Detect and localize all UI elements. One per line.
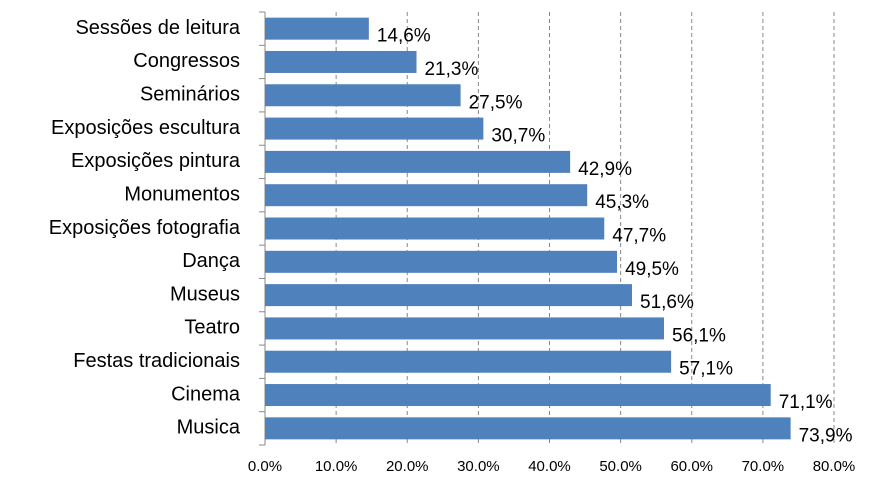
bar	[265, 117, 484, 140]
x-tick-label: 20.0%	[386, 458, 429, 475]
x-tick-label: 80.0%	[813, 458, 856, 475]
y-tick-label: Exposições escultura	[51, 117, 241, 139]
data-label: 57,1%	[679, 359, 733, 380]
data-label: 51,6%	[640, 292, 694, 313]
bar	[265, 384, 771, 407]
x-tick-label: 10.0%	[315, 458, 358, 475]
y-tick-label: Monumentos	[124, 183, 240, 205]
data-label: 73,9%	[799, 425, 853, 446]
bar	[265, 50, 417, 73]
bar	[265, 150, 571, 173]
x-tick-label: 30.0%	[457, 458, 500, 475]
bar	[265, 317, 665, 340]
y-tick-label: Seminários	[140, 84, 240, 106]
data-label: 47,7%	[612, 226, 666, 247]
bar	[265, 284, 633, 307]
x-tick-label: 0.0%	[248, 458, 282, 475]
y-tick-label: Congressos	[133, 50, 240, 72]
y-tick-label: Exposições pintura	[71, 150, 241, 172]
y-tick-label: Museus	[170, 283, 240, 305]
data-label: 56,1%	[672, 325, 726, 346]
y-tick-label: Musica	[177, 417, 241, 439]
bar	[265, 184, 588, 207]
x-tick-label: 50.0%	[599, 458, 642, 475]
y-tick-label: Festas tradicionais	[73, 350, 240, 372]
data-label: 49,5%	[625, 259, 679, 280]
bar	[265, 217, 605, 240]
data-label: 71,1%	[779, 392, 833, 413]
data-label: 45,3%	[595, 192, 649, 213]
bar	[265, 84, 461, 107]
data-label: 14,6%	[377, 26, 431, 47]
bar	[265, 17, 369, 40]
y-tick-label: Sessões de leitura	[75, 17, 240, 39]
data-label: 42,9%	[578, 159, 632, 180]
y-tick-label: Dança	[182, 250, 241, 272]
bar	[265, 350, 672, 373]
x-tick-label: 40.0%	[528, 458, 571, 475]
data-label: 30,7%	[491, 126, 545, 147]
bar	[265, 250, 618, 273]
data-label: 21,3%	[424, 59, 478, 80]
y-tick-label: Exposições fotografia	[49, 217, 241, 239]
bar	[265, 417, 791, 440]
y-tick-label: Teatro	[184, 317, 240, 339]
y-tick-label: Cinema	[171, 383, 241, 405]
data-label: 27,5%	[469, 92, 523, 113]
x-tick-label: 70.0%	[742, 458, 785, 475]
x-tick-label: 60.0%	[670, 458, 713, 475]
